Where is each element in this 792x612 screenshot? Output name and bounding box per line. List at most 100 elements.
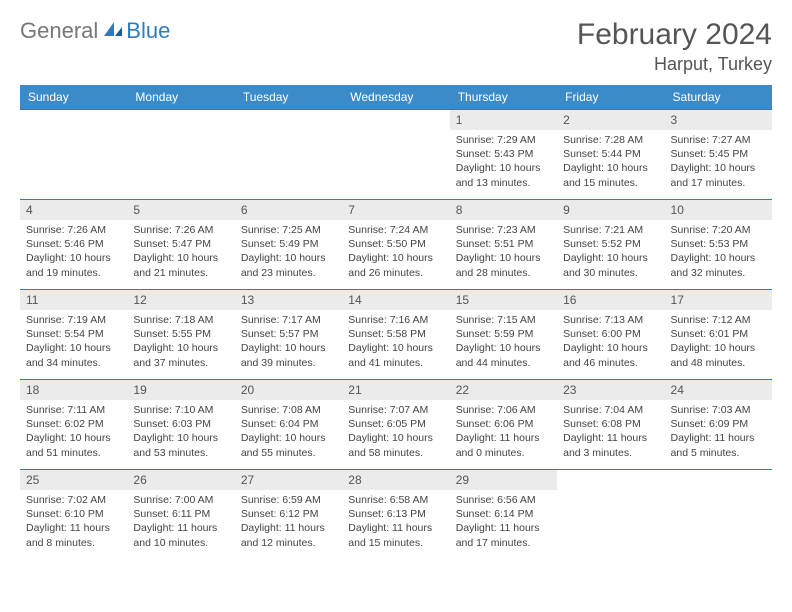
daylight-text: Daylight: 10 hours and 44 minutes.	[456, 341, 551, 369]
day-number: 8	[450, 200, 557, 220]
day-number: 18	[20, 380, 127, 400]
calendar-day-cell: 19Sunrise: 7:10 AMSunset: 6:03 PMDayligh…	[127, 380, 234, 470]
day-details: Sunrise: 7:15 AMSunset: 5:59 PMDaylight:…	[450, 310, 557, 374]
calendar-day-cell: 25Sunrise: 7:02 AMSunset: 6:10 PMDayligh…	[20, 470, 127, 560]
day-details: Sunrise: 6:59 AMSunset: 6:12 PMDaylight:…	[235, 490, 342, 554]
day-number: 19	[127, 380, 234, 400]
sunrise-text: Sunrise: 7:16 AM	[348, 313, 443, 327]
day-details: Sunrise: 7:08 AMSunset: 6:04 PMDaylight:…	[235, 400, 342, 464]
calendar-day-cell: 3Sunrise: 7:27 AMSunset: 5:45 PMDaylight…	[665, 110, 772, 200]
sunset-text: Sunset: 5:53 PM	[671, 237, 766, 251]
daylight-text: Daylight: 11 hours and 17 minutes.	[456, 521, 551, 549]
calendar-day-cell: 15Sunrise: 7:15 AMSunset: 5:59 PMDayligh…	[450, 290, 557, 380]
daylight-text: Daylight: 11 hours and 12 minutes.	[241, 521, 336, 549]
daylight-text: Daylight: 10 hours and 13 minutes.	[456, 161, 551, 189]
day-number: 29	[450, 470, 557, 490]
sunset-text: Sunset: 6:10 PM	[26, 507, 121, 521]
sunset-text: Sunset: 6:11 PM	[133, 507, 228, 521]
day-details: Sunrise: 7:20 AMSunset: 5:53 PMDaylight:…	[665, 220, 772, 284]
calendar-day-cell: 29Sunrise: 6:56 AMSunset: 6:14 PMDayligh…	[450, 470, 557, 560]
title-block: February 2024 Harput, Turkey	[577, 18, 772, 75]
calendar-day-cell: 26Sunrise: 7:00 AMSunset: 6:11 PMDayligh…	[127, 470, 234, 560]
day-number: 17	[665, 290, 772, 310]
day-details: Sunrise: 7:24 AMSunset: 5:50 PMDaylight:…	[342, 220, 449, 284]
weekday-heading: Thursday	[450, 85, 557, 110]
sunrise-text: Sunrise: 7:26 AM	[26, 223, 121, 237]
day-number: 15	[450, 290, 557, 310]
calendar-day-cell: 27Sunrise: 6:59 AMSunset: 6:12 PMDayligh…	[235, 470, 342, 560]
calendar-day-cell	[20, 110, 127, 200]
day-details: Sunrise: 7:06 AMSunset: 6:06 PMDaylight:…	[450, 400, 557, 464]
daylight-text: Daylight: 10 hours and 21 minutes.	[133, 251, 228, 279]
daylight-text: Daylight: 10 hours and 32 minutes.	[671, 251, 766, 279]
day-number: 9	[557, 200, 664, 220]
day-number: 5	[127, 200, 234, 220]
daylight-text: Daylight: 10 hours and 26 minutes.	[348, 251, 443, 279]
daylight-text: Daylight: 10 hours and 55 minutes.	[241, 431, 336, 459]
sunrise-text: Sunrise: 7:23 AM	[456, 223, 551, 237]
sunrise-text: Sunrise: 7:19 AM	[26, 313, 121, 327]
sunset-text: Sunset: 5:58 PM	[348, 327, 443, 341]
brand-part1: General	[20, 18, 98, 44]
daylight-text: Daylight: 10 hours and 46 minutes.	[563, 341, 658, 369]
calendar-weekday-header: Sunday Monday Tuesday Wednesday Thursday…	[20, 85, 772, 110]
weekday-heading: Sunday	[20, 85, 127, 110]
sunset-text: Sunset: 6:13 PM	[348, 507, 443, 521]
sunset-text: Sunset: 5:43 PM	[456, 147, 551, 161]
day-details: Sunrise: 7:21 AMSunset: 5:52 PMDaylight:…	[557, 220, 664, 284]
calendar-day-cell: 13Sunrise: 7:17 AMSunset: 5:57 PMDayligh…	[235, 290, 342, 380]
day-number: 7	[342, 200, 449, 220]
day-number: 26	[127, 470, 234, 490]
weekday-heading: Tuesday	[235, 85, 342, 110]
daylight-text: Daylight: 11 hours and 10 minutes.	[133, 521, 228, 549]
sunrise-text: Sunrise: 7:17 AM	[241, 313, 336, 327]
sunset-text: Sunset: 5:46 PM	[26, 237, 121, 251]
daylight-text: Daylight: 10 hours and 15 minutes.	[563, 161, 658, 189]
day-details: Sunrise: 7:27 AMSunset: 5:45 PMDaylight:…	[665, 130, 772, 194]
weekday-heading: Monday	[127, 85, 234, 110]
brand-logo: General Blue	[20, 18, 170, 44]
daylight-text: Daylight: 10 hours and 19 minutes.	[26, 251, 121, 279]
calendar-day-cell: 17Sunrise: 7:12 AMSunset: 6:01 PMDayligh…	[665, 290, 772, 380]
sunrise-text: Sunrise: 7:08 AM	[241, 403, 336, 417]
weekday-heading: Wednesday	[342, 85, 449, 110]
calendar-day-cell: 20Sunrise: 7:08 AMSunset: 6:04 PMDayligh…	[235, 380, 342, 470]
calendar-week-row: 25Sunrise: 7:02 AMSunset: 6:10 PMDayligh…	[20, 470, 772, 560]
sunset-text: Sunset: 5:59 PM	[456, 327, 551, 341]
day-number: 25	[20, 470, 127, 490]
calendar-page: General Blue February 2024 Harput, Turke…	[0, 0, 792, 570]
day-details: Sunrise: 7:12 AMSunset: 6:01 PMDaylight:…	[665, 310, 772, 374]
sunset-text: Sunset: 6:09 PM	[671, 417, 766, 431]
sunrise-text: Sunrise: 6:58 AM	[348, 493, 443, 507]
day-number: 10	[665, 200, 772, 220]
sunset-text: Sunset: 6:00 PM	[563, 327, 658, 341]
sunset-text: Sunset: 5:55 PM	[133, 327, 228, 341]
sunset-text: Sunset: 6:08 PM	[563, 417, 658, 431]
sunset-text: Sunset: 6:04 PM	[241, 417, 336, 431]
calendar-day-cell: 28Sunrise: 6:58 AMSunset: 6:13 PMDayligh…	[342, 470, 449, 560]
daylight-text: Daylight: 11 hours and 0 minutes.	[456, 431, 551, 459]
day-details: Sunrise: 6:56 AMSunset: 6:14 PMDaylight:…	[450, 490, 557, 554]
sunrise-text: Sunrise: 7:26 AM	[133, 223, 228, 237]
sunrise-text: Sunrise: 7:04 AM	[563, 403, 658, 417]
sunset-text: Sunset: 5:51 PM	[456, 237, 551, 251]
sunset-text: Sunset: 5:50 PM	[348, 237, 443, 251]
day-details: Sunrise: 7:18 AMSunset: 5:55 PMDaylight:…	[127, 310, 234, 374]
sunrise-text: Sunrise: 7:03 AM	[671, 403, 766, 417]
brand-part2: Blue	[126, 18, 170, 44]
sunrise-text: Sunrise: 7:28 AM	[563, 133, 658, 147]
calendar-day-cell: 1Sunrise: 7:29 AMSunset: 5:43 PMDaylight…	[450, 110, 557, 200]
daylight-text: Daylight: 11 hours and 5 minutes.	[671, 431, 766, 459]
calendar-body: 1Sunrise: 7:29 AMSunset: 5:43 PMDaylight…	[20, 110, 772, 560]
daylight-text: Daylight: 11 hours and 3 minutes.	[563, 431, 658, 459]
day-number: 27	[235, 470, 342, 490]
sunrise-text: Sunrise: 7:06 AM	[456, 403, 551, 417]
weekday-heading: Saturday	[665, 85, 772, 110]
daylight-text: Daylight: 10 hours and 48 minutes.	[671, 341, 766, 369]
calendar-week-row: 11Sunrise: 7:19 AMSunset: 5:54 PMDayligh…	[20, 290, 772, 380]
calendar-day-cell: 14Sunrise: 7:16 AMSunset: 5:58 PMDayligh…	[342, 290, 449, 380]
calendar-day-cell: 22Sunrise: 7:06 AMSunset: 6:06 PMDayligh…	[450, 380, 557, 470]
sunrise-text: Sunrise: 7:27 AM	[671, 133, 766, 147]
sunset-text: Sunset: 6:06 PM	[456, 417, 551, 431]
sunrise-text: Sunrise: 6:59 AM	[241, 493, 336, 507]
